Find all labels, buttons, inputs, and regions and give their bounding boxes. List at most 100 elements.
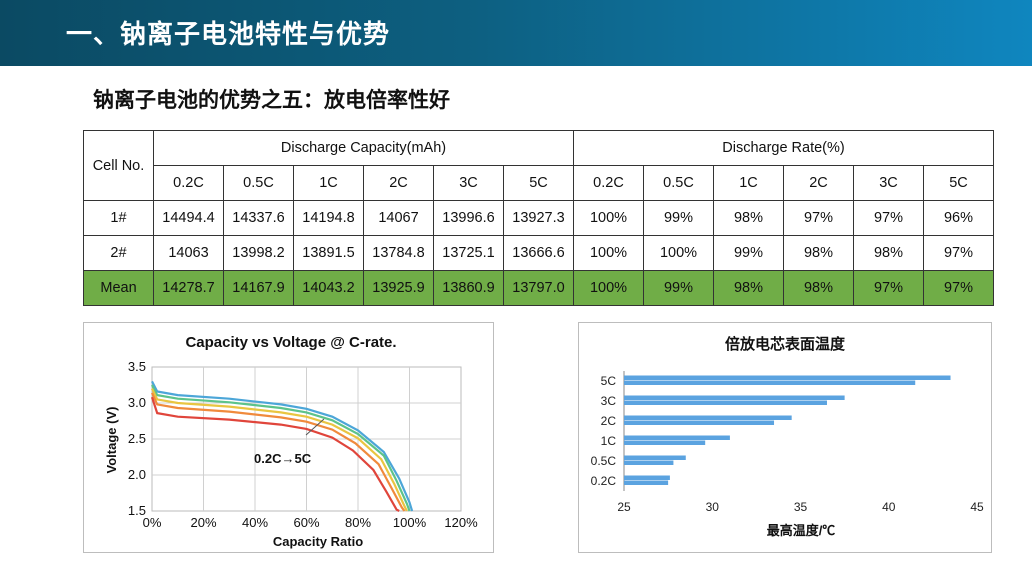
capacity-cell: 14494.4 <box>153 200 224 236</box>
page-title: 一、钠离子电池特性与优势 <box>66 20 391 50</box>
category-label: 1C <box>601 434 617 448</box>
x-tick-label: 40% <box>242 515 268 530</box>
column-header: 2C <box>783 165 854 201</box>
row-label: 1# <box>83 200 154 236</box>
rate-cell: 100% <box>573 270 644 306</box>
capacity-cell: 13797.0 <box>503 270 574 306</box>
temperature-bar <box>624 380 916 385</box>
capacity-cell: 13996.6 <box>433 200 504 236</box>
temperature-bar <box>624 480 669 485</box>
x-tick-label: 0% <box>143 515 162 530</box>
y-tick-label: 1.5 <box>128 503 146 518</box>
chart-title: Capacity vs Voltage @ C-rate. <box>185 334 396 351</box>
series-line <box>151 380 414 512</box>
capacity-cell: 13666.6 <box>503 235 574 271</box>
row-label: 2# <box>83 235 154 271</box>
x-tick-label: 80% <box>345 515 371 530</box>
capacity-cell: 14067 <box>363 200 434 236</box>
y-axis-label: Voltage (V) <box>104 407 119 474</box>
x-tick-label: 25 <box>617 500 631 514</box>
column-header: 1C <box>713 165 784 201</box>
temperature-bar <box>624 375 951 380</box>
x-tick-label: 35 <box>794 500 808 514</box>
column-header: 3C <box>853 165 924 201</box>
x-axis-label: Capacity Ratio <box>273 534 363 549</box>
temperature-bar <box>624 400 827 405</box>
column-header: 3C <box>433 165 504 201</box>
capacity-cell: 13725.1 <box>433 235 504 271</box>
capacity-cell: 13860.9 <box>433 270 504 306</box>
section-subtitle: 钠离子电池的优势之五：放电倍率性好 <box>93 88 450 112</box>
capacity-cell: 13891.5 <box>293 235 364 271</box>
capacity-cell: 14043.2 <box>293 270 364 306</box>
row-label: Mean <box>83 270 154 306</box>
capacity-cell: 13784.8 <box>363 235 434 271</box>
capacity-cell: 14278.7 <box>153 270 224 306</box>
column-header: 0.2C <box>153 165 224 201</box>
temperature-bar <box>624 440 706 445</box>
x-tick-label: 45 <box>970 500 984 514</box>
capacity-group-header: Discharge Capacity(mAh) <box>153 130 574 166</box>
rate-cell: 98% <box>713 270 784 306</box>
y-tick-label: 2.0 <box>128 467 146 482</box>
column-header: 0.5C <box>223 165 294 201</box>
annotation-arrow <box>305 418 325 436</box>
y-tick-label: 2.5 <box>128 431 146 446</box>
rate-cell: 98% <box>713 200 784 236</box>
x-tick-label: 20% <box>190 515 216 530</box>
column-header: 5C <box>923 165 994 201</box>
cell-no-header: Cell No. <box>83 130 154 201</box>
category-label: 0.2C <box>591 474 617 488</box>
rate-cell: 99% <box>713 235 784 271</box>
rate-cell: 100% <box>573 200 644 236</box>
rate-cell: 97% <box>783 200 854 236</box>
capacity-cell: 14167.9 <box>223 270 294 306</box>
table-header-row: Cell No. Discharge Capacity(mAh) Dischar… <box>83 130 994 201</box>
chart-title: 倍放电芯表面温度 <box>725 335 846 353</box>
rate-cell: 99% <box>643 270 714 306</box>
rate-cell: 98% <box>853 235 924 271</box>
temperature-bar <box>624 395 845 400</box>
category-label: 2C <box>601 414 617 428</box>
y-tick-label: 3.0 <box>128 395 146 410</box>
rate-cell: 100% <box>573 235 644 271</box>
category-label: 3C <box>601 394 617 408</box>
voltage-chart-panel: Capacity vs Voltage @ C-rate. 0% 20% 40% 60… <box>83 322 494 553</box>
table-subheader-row: 0.2C 0.5C 1C 2C 3C 5C 0.2C 0.5C 1C 2C 3C… <box>84 165 994 201</box>
temperature-bar <box>624 455 686 460</box>
rate-cell: 97% <box>853 200 924 236</box>
rate-group-header: Discharge Rate(%) <box>573 130 994 166</box>
y-tick-label: 3.5 <box>128 359 146 374</box>
series-line <box>151 388 408 512</box>
x-tick-label: 60% <box>293 515 319 530</box>
series-line <box>151 384 411 512</box>
title-banner: 一、钠离子电池特性与优势 <box>0 0 1032 66</box>
column-header: 0.2C <box>573 165 644 201</box>
category-label: 0.5C <box>591 454 617 468</box>
temperature-chart-panel: 倍放电芯表面温度 5C 3C 2C 1C 0.5C 0.2C 25 30 35 40 45 最高温度… <box>578 322 992 553</box>
capacity-cell: 14194.8 <box>293 200 364 236</box>
rate-cell: 96% <box>923 200 994 236</box>
table-row: 2# 14063 13998.2 13891.5 13784.8 13725.1… <box>83 235 994 271</box>
series-line <box>150 396 400 512</box>
x-tick-label: 120% <box>444 515 478 530</box>
rate-cell: 97% <box>923 235 994 271</box>
capacity-cell: 14063 <box>153 235 224 271</box>
rate-cell: 97% <box>923 270 994 306</box>
rate-performance-table: Cell No. Discharge Capacity(mAh) Dischar… <box>83 130 994 306</box>
chart-annotation: 0.2C→5C <box>254 451 312 466</box>
column-header: 0.5C <box>643 165 714 201</box>
voltage-chart: Capacity vs Voltage @ C-rate. 0% 20% 40% 60… <box>104 334 478 549</box>
capacity-cell: 14337.6 <box>223 200 294 236</box>
column-header: 1C <box>293 165 364 201</box>
x-tick-label: 30 <box>706 500 720 514</box>
capacity-cell: 13925.9 <box>363 270 434 306</box>
temperature-bar <box>624 415 792 420</box>
category-label: 5C <box>601 374 617 388</box>
rate-cell: 99% <box>643 200 714 236</box>
x-axis-label: 最高温度/℃ <box>767 523 836 538</box>
rate-cell: 98% <box>783 235 854 271</box>
table-row-mean: Mean 14278.7 14167.9 14043.2 13925.9 138… <box>83 270 994 306</box>
rate-cell: 98% <box>783 270 854 306</box>
